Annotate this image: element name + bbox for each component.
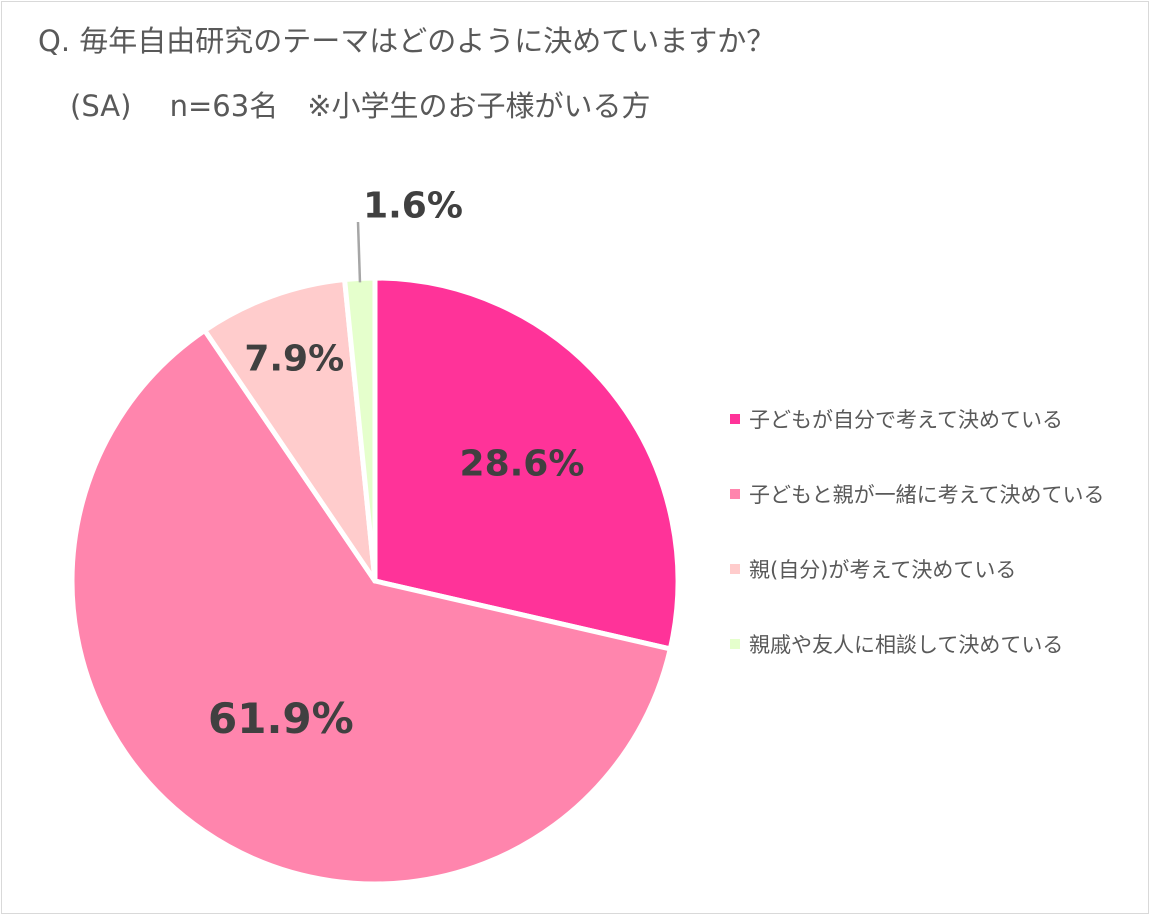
legend-label: 子どもが自分で考えて決めている [749, 408, 1063, 432]
data-label-1: 28.6% [460, 444, 585, 485]
legend-swatch [730, 639, 740, 649]
data-labels: 28.6% 61.9% 7.9% 1.6% [208, 186, 584, 744]
pie-slice-3 [202, 277, 378, 584]
data-label-3: 7.9% [244, 338, 344, 379]
legend-item-2: 子どもと親が一緒に考えて決めている [730, 475, 1105, 513]
chart-title: Q. 毎年自由研究のテーマはどのように決めていますか？ [38, 24, 776, 58]
legend-label: 親戚や友人に相談して決めている [749, 633, 1064, 657]
legend-label: 子どもと親が一緒に考えて決めている [749, 483, 1105, 507]
data-label-4: 1.6% [363, 186, 463, 227]
legend-swatch [730, 414, 740, 424]
legend-swatch [730, 564, 740, 574]
legend-item-1: 子どもが自分で考えて決めている [730, 400, 1105, 438]
legend-label: 親(自分)が考えて決めている [749, 558, 1017, 582]
data-label-2: 61.9% [208, 694, 354, 743]
legend: 子どもが自分で考えて決めている子どもと親が一緒に考えて決めている 親(自分)が考え… [730, 400, 1105, 700]
legend-item-4: 親戚や友人に相談して決めている [730, 625, 1105, 663]
pie-slice-1 [372, 275, 681, 652]
pie-slice-2 [69, 327, 673, 887]
leader-lines [356, 221, 362, 283]
leader-line-4 [356, 221, 362, 283]
pie-slices [69, 275, 681, 887]
chart-subtitle: (SA) n=63名 ※小学生のお子様がいる方 [70, 89, 651, 123]
legend-item-3: 親(自分)が考えて決めている [730, 550, 1105, 588]
legend-swatch [730, 489, 740, 499]
